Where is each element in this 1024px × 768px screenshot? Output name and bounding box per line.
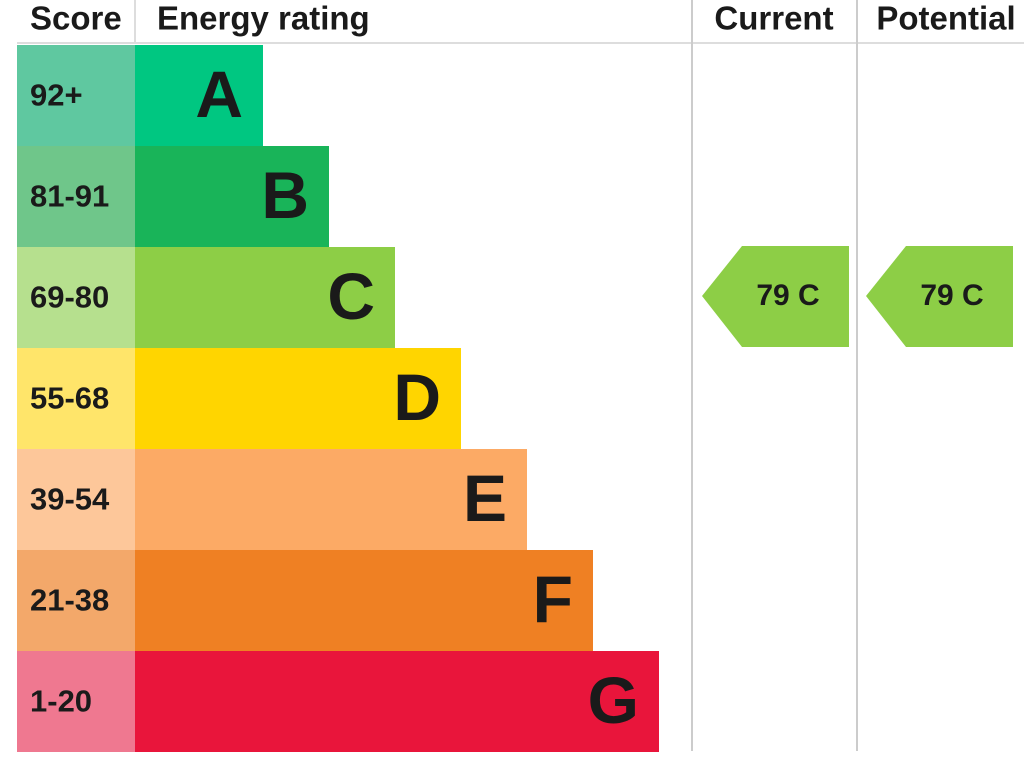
header-current: Current <box>714 0 833 37</box>
rating-letter: F <box>533 562 573 636</box>
rating-bar <box>135 449 527 550</box>
header-rating: Energy rating <box>157 0 370 37</box>
header-potential: Potential <box>876 0 1015 37</box>
score-cell <box>17 449 135 550</box>
rating-letter: G <box>588 663 639 737</box>
score-label: 69-80 <box>30 280 109 315</box>
rating-bar <box>135 146 329 247</box>
score-label: 55-68 <box>30 381 109 416</box>
score-label: 21-38 <box>30 583 109 618</box>
rating-letter: E <box>463 461 507 535</box>
rating-bar <box>135 348 461 449</box>
rating-letter: A <box>195 57 243 131</box>
score-label: 92+ <box>30 78 83 113</box>
score-cell <box>17 651 135 752</box>
score-label: 39-54 <box>30 482 110 517</box>
score-label: 81-91 <box>30 179 109 214</box>
rating-bar <box>135 651 659 752</box>
score-cell <box>17 348 135 449</box>
current-arrow <box>702 246 849 347</box>
header-score: Score <box>30 0 122 37</box>
score-label: 1-20 <box>30 684 92 719</box>
score-cell <box>17 45 135 146</box>
rating-letter: D <box>393 360 441 434</box>
potential-rating: 79 C <box>920 279 983 312</box>
rating-bar <box>135 247 395 348</box>
score-cell <box>17 146 135 247</box>
rating-letter: C <box>327 259 375 333</box>
current-rating: 79 C <box>756 279 819 312</box>
potential-arrow <box>866 246 1013 347</box>
rating-bar <box>135 45 263 146</box>
rating-bar <box>135 550 593 651</box>
rating-letter: B <box>261 158 309 232</box>
score-cell <box>17 247 135 348</box>
score-cell <box>17 550 135 651</box>
